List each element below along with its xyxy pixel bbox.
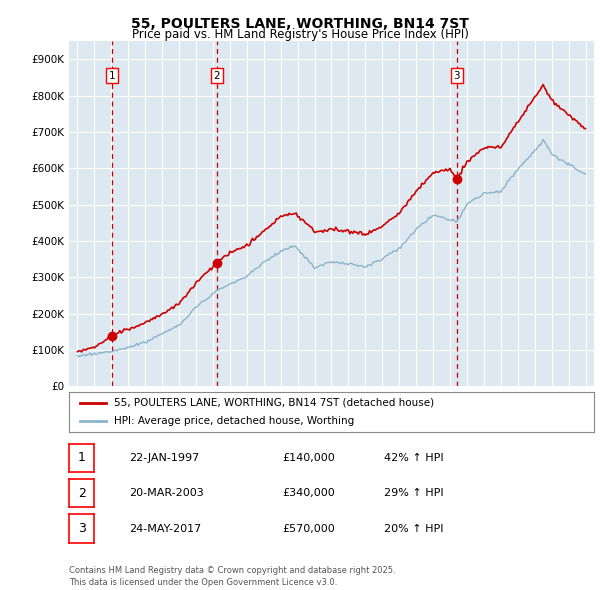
- Text: 42% ↑ HPI: 42% ↑ HPI: [384, 453, 443, 463]
- Text: 3: 3: [454, 71, 460, 81]
- Text: £570,000: £570,000: [282, 524, 335, 533]
- Text: £340,000: £340,000: [282, 489, 335, 498]
- Text: 22-JAN-1997: 22-JAN-1997: [129, 453, 199, 463]
- Text: £140,000: £140,000: [282, 453, 335, 463]
- Text: Contains HM Land Registry data © Crown copyright and database right 2025.
This d: Contains HM Land Registry data © Crown c…: [69, 566, 395, 587]
- Text: 2: 2: [214, 71, 220, 81]
- Text: 24-MAY-2017: 24-MAY-2017: [129, 524, 201, 533]
- Text: HPI: Average price, detached house, Worthing: HPI: Average price, detached house, Wort…: [113, 416, 354, 426]
- Text: 1: 1: [109, 71, 116, 81]
- Text: 20% ↑ HPI: 20% ↑ HPI: [384, 524, 443, 533]
- Text: 55, POULTERS LANE, WORTHING, BN14 7ST (detached house): 55, POULTERS LANE, WORTHING, BN14 7ST (d…: [113, 398, 434, 408]
- Text: 20-MAR-2003: 20-MAR-2003: [129, 489, 204, 498]
- Text: 29% ↑ HPI: 29% ↑ HPI: [384, 489, 443, 498]
- Text: 2: 2: [77, 487, 86, 500]
- Text: Price paid vs. HM Land Registry's House Price Index (HPI): Price paid vs. HM Land Registry's House …: [131, 28, 469, 41]
- Text: 55, POULTERS LANE, WORTHING, BN14 7ST: 55, POULTERS LANE, WORTHING, BN14 7ST: [131, 17, 469, 31]
- Text: 1: 1: [77, 451, 86, 464]
- Text: 3: 3: [77, 522, 86, 535]
